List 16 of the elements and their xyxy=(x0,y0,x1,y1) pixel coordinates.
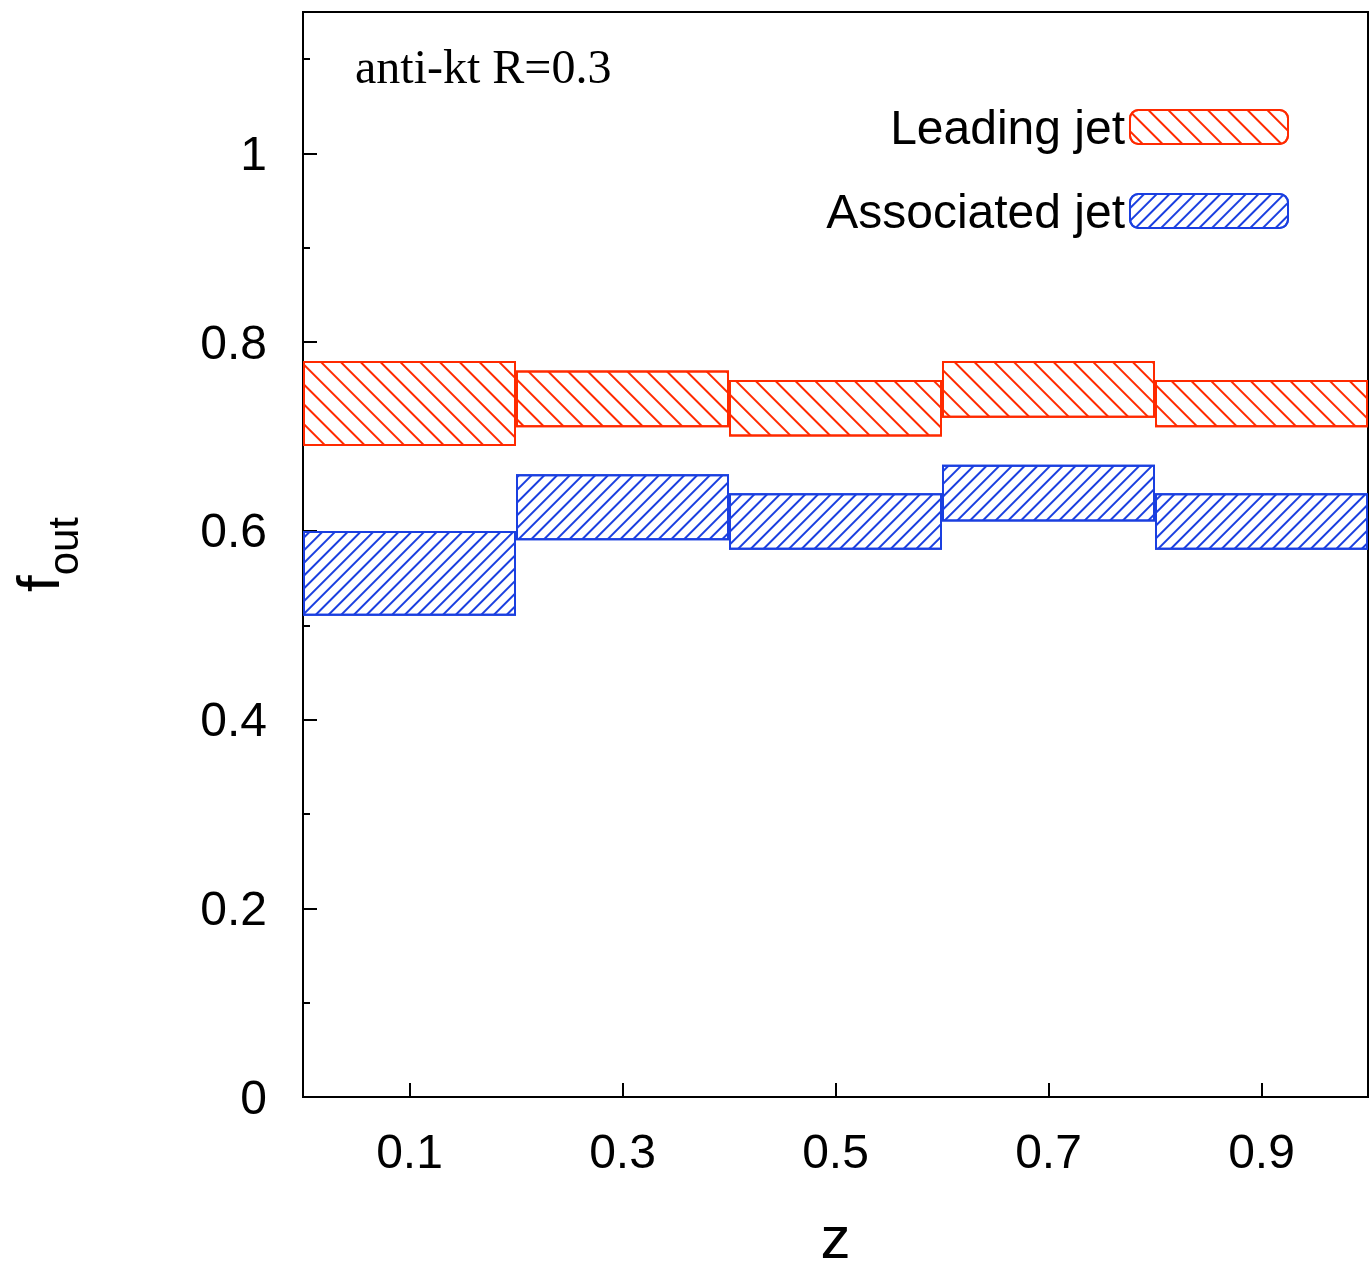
x-tick-label: 0.7 xyxy=(1015,1124,1082,1178)
x-tick-label: 0.9 xyxy=(1228,1124,1295,1178)
y-tick-label: 1 xyxy=(240,127,267,181)
y-tick-label: 0.4 xyxy=(200,693,267,747)
y-axis-title: fout xyxy=(4,516,87,593)
y-tick-label: 0.8 xyxy=(200,315,267,369)
annotation: anti-kt R=0.3 xyxy=(355,39,612,93)
legend-label: Associated jet xyxy=(826,184,1125,238)
y-tick-label: 0 xyxy=(240,1070,267,1124)
y-tick-label: 0.6 xyxy=(200,504,267,558)
x-tick-label: 0.5 xyxy=(802,1124,869,1178)
x-axis-title: z xyxy=(820,1203,851,1271)
y-tick-label: 0.2 xyxy=(200,881,267,935)
x-tick-label: 0.1 xyxy=(376,1124,443,1178)
x-tick-label: 0.3 xyxy=(589,1124,656,1178)
legend-label: Leading jet xyxy=(890,100,1125,154)
